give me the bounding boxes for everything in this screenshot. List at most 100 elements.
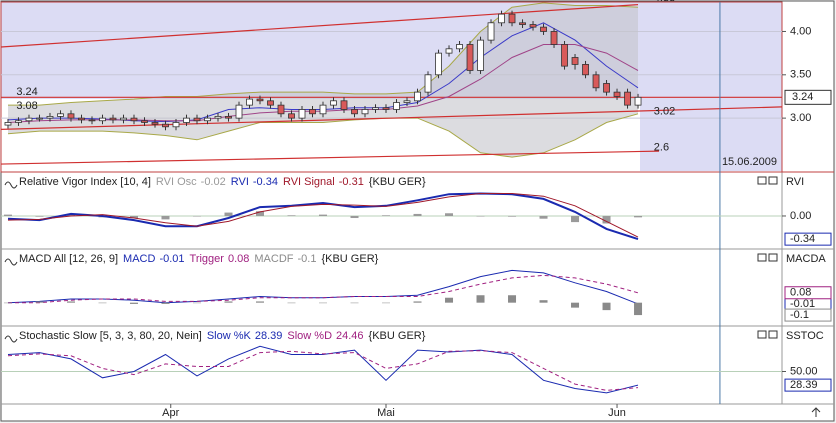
value-box-label: -0.1	[790, 309, 809, 321]
histogram-bar	[35, 215, 44, 217]
candle-body	[477, 39, 484, 71]
shade-future	[640, 2, 782, 171]
price-box	[784, 89, 832, 105]
indicator-line	[7, 350, 639, 391]
btn-restore[interactable]	[757, 253, 767, 262]
candle-body	[162, 123, 169, 128]
legend: Relative Vigor Index [10, 4] RVI Osc -0.02…	[19, 176, 426, 188]
candle-body	[67, 113, 75, 119]
trend-line	[1, 4, 639, 48]
legend-name: RVI	[231, 176, 249, 188]
legend-name: Trigger	[190, 253, 225, 265]
candle-body	[603, 83, 610, 93]
histogram-bar	[192, 302, 201, 304]
legend-name: MACDF	[254, 253, 293, 265]
indicator-title: Stochastic Slow [5, 3, 3, 80, 20, Nein]	[19, 330, 202, 342]
candle-body	[256, 98, 264, 102]
value-box	[784, 378, 832, 392]
x-tick-label: Mai	[377, 407, 395, 419]
candle-body	[571, 57, 579, 65]
scroll-arrow[interactable]	[811, 407, 821, 417]
candle-body	[414, 91, 421, 102]
value-box-label: -0.34	[790, 233, 815, 245]
candle-body	[309, 109, 316, 115]
candle-body	[193, 117, 201, 122]
histogram-bar	[445, 213, 454, 216]
plot	[3, 192, 643, 241]
indicator-line	[8, 274, 639, 304]
window-buttons[interactable]	[757, 176, 778, 339]
candle-body	[393, 102, 400, 110]
candle-body	[330, 100, 337, 106]
value-box	[784, 232, 832, 246]
value-box-label: 0.08	[790, 287, 811, 299]
candle-body	[130, 117, 138, 122]
btn-close[interactable]	[768, 330, 778, 339]
btn-close[interactable]	[768, 176, 778, 185]
x-tick-label: Apr	[162, 407, 179, 419]
candle-body	[540, 26, 547, 32]
histogram-bar	[508, 295, 517, 303]
legend-name: RVI Osc	[156, 176, 197, 188]
candle-body	[624, 91, 631, 106]
legend-name: Slow %D	[287, 330, 332, 342]
candle-body	[183, 117, 190, 123]
legend: Stochastic Slow [5, 3, 3, 80, 20, Nein] S…	[19, 330, 426, 342]
histogram-bar	[602, 302, 611, 311]
histogram-bar	[413, 213, 422, 216]
candle-body	[456, 44, 463, 50]
y-tick-label: 0.00	[790, 210, 811, 222]
candle-body	[99, 117, 106, 122]
indicator-line	[7, 192, 639, 241]
candle-body	[498, 13, 505, 24]
btn-close[interactable]	[768, 253, 778, 262]
bollinger-upper	[8, 2, 639, 106]
histogram-bar	[634, 215, 643, 218]
legend-symbol: {KBU GER}	[369, 176, 426, 188]
legend-symbol: {KBU GER}	[369, 330, 426, 342]
histogram-bar	[256, 301, 265, 303]
histogram-bar	[319, 302, 328, 304]
level-label: 4.33	[654, 0, 675, 4]
bollinger-lower	[7, 113, 639, 158]
btn-restore[interactable]	[757, 330, 767, 339]
legend: MACD All [12, 26, 9] MACD -0.01 Trigger 0.08…	[19, 253, 379, 265]
indicator-line	[7, 193, 639, 238]
candle-body	[57, 113, 64, 117]
candle-body	[487, 22, 495, 41]
histogram-bar	[287, 302, 296, 304]
panel-short-name: MACDA	[786, 253, 826, 265]
candle-body	[277, 104, 285, 115]
candle-body	[382, 107, 390, 110]
value-box	[784, 286, 832, 300]
candle-body	[340, 100, 348, 110]
candle-body	[46, 116, 54, 119]
candle-body	[15, 120, 22, 123]
candle-body	[592, 74, 600, 89]
candle-body	[613, 91, 621, 97]
candle-body	[214, 116, 222, 119]
legend-name: Slow %K	[207, 330, 252, 342]
histogram-bar	[539, 300, 548, 303]
trend-line	[1, 106, 782, 130]
candle-body	[582, 64, 589, 76]
legend-value: -0.02	[201, 176, 226, 188]
histogram-bar	[224, 301, 233, 303]
legend-value: -0.01	[159, 253, 184, 265]
candle-body	[372, 107, 379, 110]
panel-short-name: RVI	[786, 176, 804, 188]
histogram-bar	[571, 215, 580, 223]
trend-line	[1, 150, 660, 165]
candle-body	[403, 100, 411, 103]
candle-body	[445, 48, 453, 54]
candle-body	[225, 116, 232, 119]
histogram-bar	[476, 215, 485, 217]
btn-restore[interactable]	[757, 176, 767, 185]
legend-symbol: {KBU GER}	[321, 253, 378, 265]
indicator-icon	[4, 335, 18, 343]
level-label: 3.08	[16, 100, 37, 112]
candle-body	[172, 122, 180, 128]
histogram-bar	[192, 215, 201, 217]
legend-value: -0.34	[253, 176, 278, 188]
